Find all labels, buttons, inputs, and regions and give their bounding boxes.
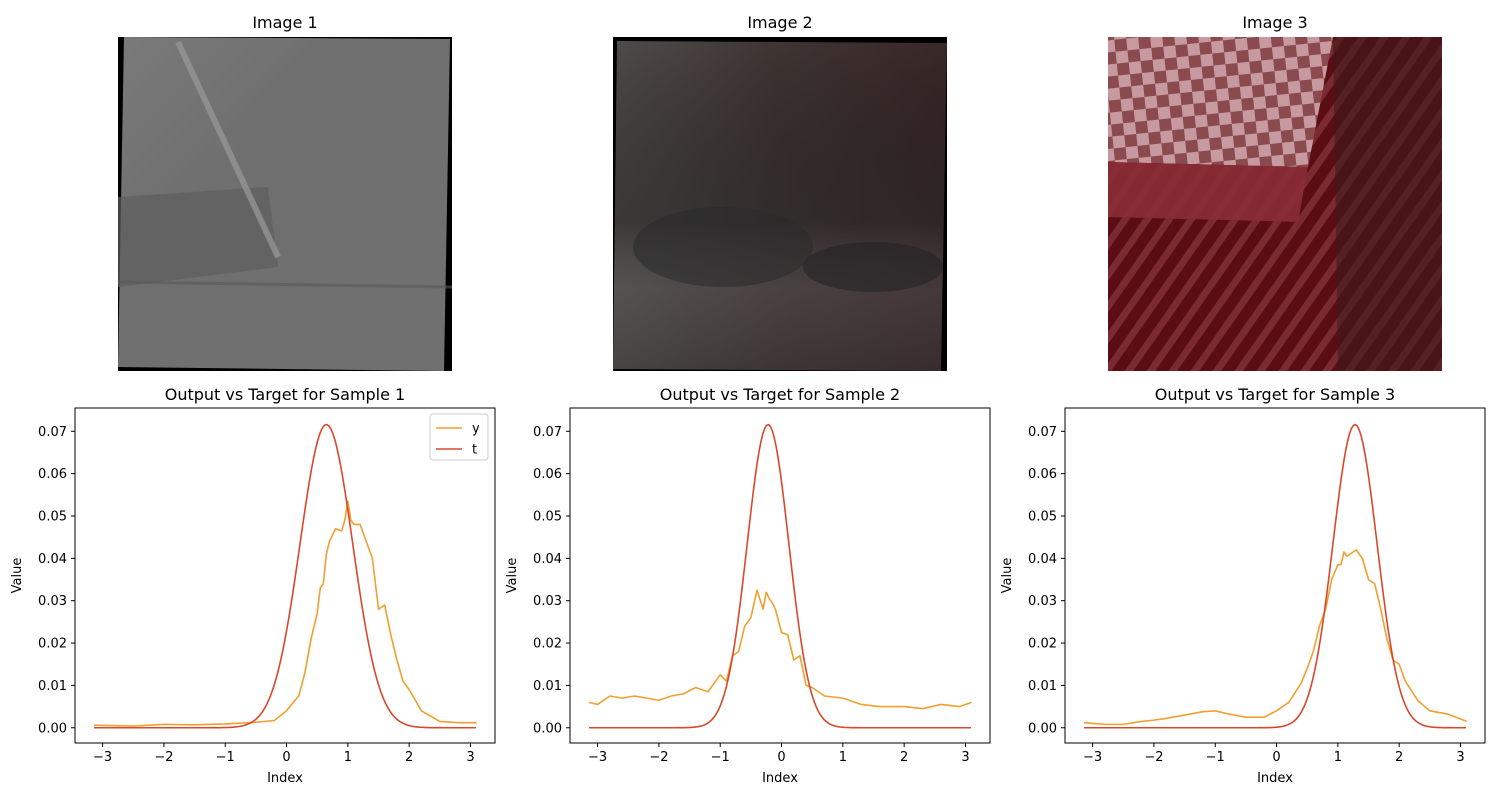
axes-frame: [74, 407, 496, 744]
chart-2: Output vs Target for Sample 2 −3 −2 −1 0 1 2 3 0…: [505, 385, 991, 786]
x-axis-label: Index: [267, 771, 303, 786]
x-tick-label: −1: [711, 750, 730, 765]
chart-title: Output vs Target for Sample 3: [1155, 385, 1395, 404]
x-tick-label: −3: [588, 750, 607, 765]
x-tick-label: −2: [649, 750, 668, 765]
y-tick-label: 0.02: [38, 637, 67, 652]
image-panel-1: Image 1: [117, 13, 453, 371]
x-tick-label: −3: [93, 750, 112, 765]
x-tick-label: 3: [1456, 750, 1464, 765]
y-tick-label: 0.05: [1028, 509, 1057, 524]
legend-label-t: t: [472, 443, 477, 458]
image-panel-3: Image 3: [1108, 13, 1442, 371]
y-tick-label: 0.02: [1028, 637, 1057, 652]
y-tick-label: 0.01: [38, 679, 67, 694]
x-tick-label: 2: [900, 750, 908, 765]
y-tick-label: 0.04: [533, 552, 562, 567]
y-tick-label: 0.07: [38, 425, 67, 440]
plot-area: [93, 423, 477, 729]
x-tick-label: 3: [961, 750, 969, 765]
chart-title: Output vs Target for Sample 2: [660, 385, 900, 404]
x-tick-label: 2: [1395, 750, 1403, 765]
x-tick-label: 1: [839, 750, 847, 765]
x-axis-label: Index: [1257, 771, 1293, 786]
x-tick-label: −1: [216, 750, 235, 765]
x-tick-label: 3: [466, 750, 474, 765]
y-axis-label: Value: [505, 558, 520, 594]
axes-frame: [569, 407, 991, 744]
x-tick-label: 0: [1272, 750, 1280, 765]
y-tick-label: 0.05: [533, 509, 562, 524]
x-tick-label: 1: [1334, 750, 1342, 765]
image-thumbnail: [1108, 37, 1442, 371]
y-tick-label: 0.02: [533, 637, 562, 652]
y-tick-label: 0.06: [533, 467, 562, 482]
x-axis-label: Index: [762, 771, 798, 786]
legend: yt: [429, 413, 489, 461]
x-tick-label: −2: [154, 750, 173, 765]
plot-area: [588, 423, 972, 729]
y-tick-label: 0.05: [38, 509, 67, 524]
x-tick-label: −1: [1206, 750, 1225, 765]
series-line-t: [1084, 423, 1466, 729]
y-tick-label: 0.06: [1028, 467, 1057, 482]
y-tick-label: 0.01: [1028, 679, 1057, 694]
image-thumbnail: [613, 37, 947, 371]
series-line-y: [1083, 549, 1467, 726]
y-tick-label: 0.04: [38, 552, 67, 567]
y-tick-label: 0.01: [533, 679, 562, 694]
chart-title: Output vs Target for Sample 1: [165, 385, 405, 404]
series-line-y: [93, 500, 477, 727]
y-tick-label: 0.04: [1028, 552, 1057, 567]
y-tick-label: 0.03: [38, 594, 67, 609]
image-thumbnail: [117, 37, 453, 371]
x-tick-label: 1: [344, 750, 352, 765]
x-tick-label: 0: [282, 750, 290, 765]
image-title: Image 1: [252, 13, 317, 32]
y-axis-label: Value: [10, 558, 25, 594]
y-tick-label: 0.00: [38, 721, 67, 736]
y-tick-label: 0.03: [533, 594, 562, 609]
y-tick-label: 0.07: [533, 425, 562, 440]
axes-frame: [1064, 407, 1486, 744]
legend-label-y: y: [472, 422, 480, 437]
x-tick-label: 2: [405, 750, 413, 765]
series-line-y: [588, 589, 972, 710]
x-tick-label: −2: [1144, 750, 1163, 765]
x-tick-label: 0: [777, 750, 785, 765]
y-tick-label: 0.00: [533, 721, 562, 736]
chart-3: Output vs Target for Sample 3 −3 −2 −1 0 1 2 3 0…: [1000, 385, 1486, 786]
plot-area: [1083, 423, 1467, 729]
image-panel-2: Image 2: [613, 13, 947, 371]
series-line-t: [589, 423, 971, 729]
y-tick-label: 0.06: [38, 467, 67, 482]
series-line-t: [94, 423, 476, 729]
y-tick-label: 0.00: [1028, 721, 1057, 736]
x-tick-label: −3: [1083, 750, 1102, 765]
y-tick-label: 0.03: [1028, 594, 1057, 609]
y-tick-label: 0.07: [1028, 425, 1057, 440]
chart-1: Output vs Target for Sample 1 −3 −2 −1 0 1 2 3 0…: [10, 385, 496, 786]
y-axis-label: Value: [1000, 558, 1015, 594]
image-title: Image 2: [747, 13, 812, 32]
image-title: Image 3: [1242, 13, 1307, 32]
